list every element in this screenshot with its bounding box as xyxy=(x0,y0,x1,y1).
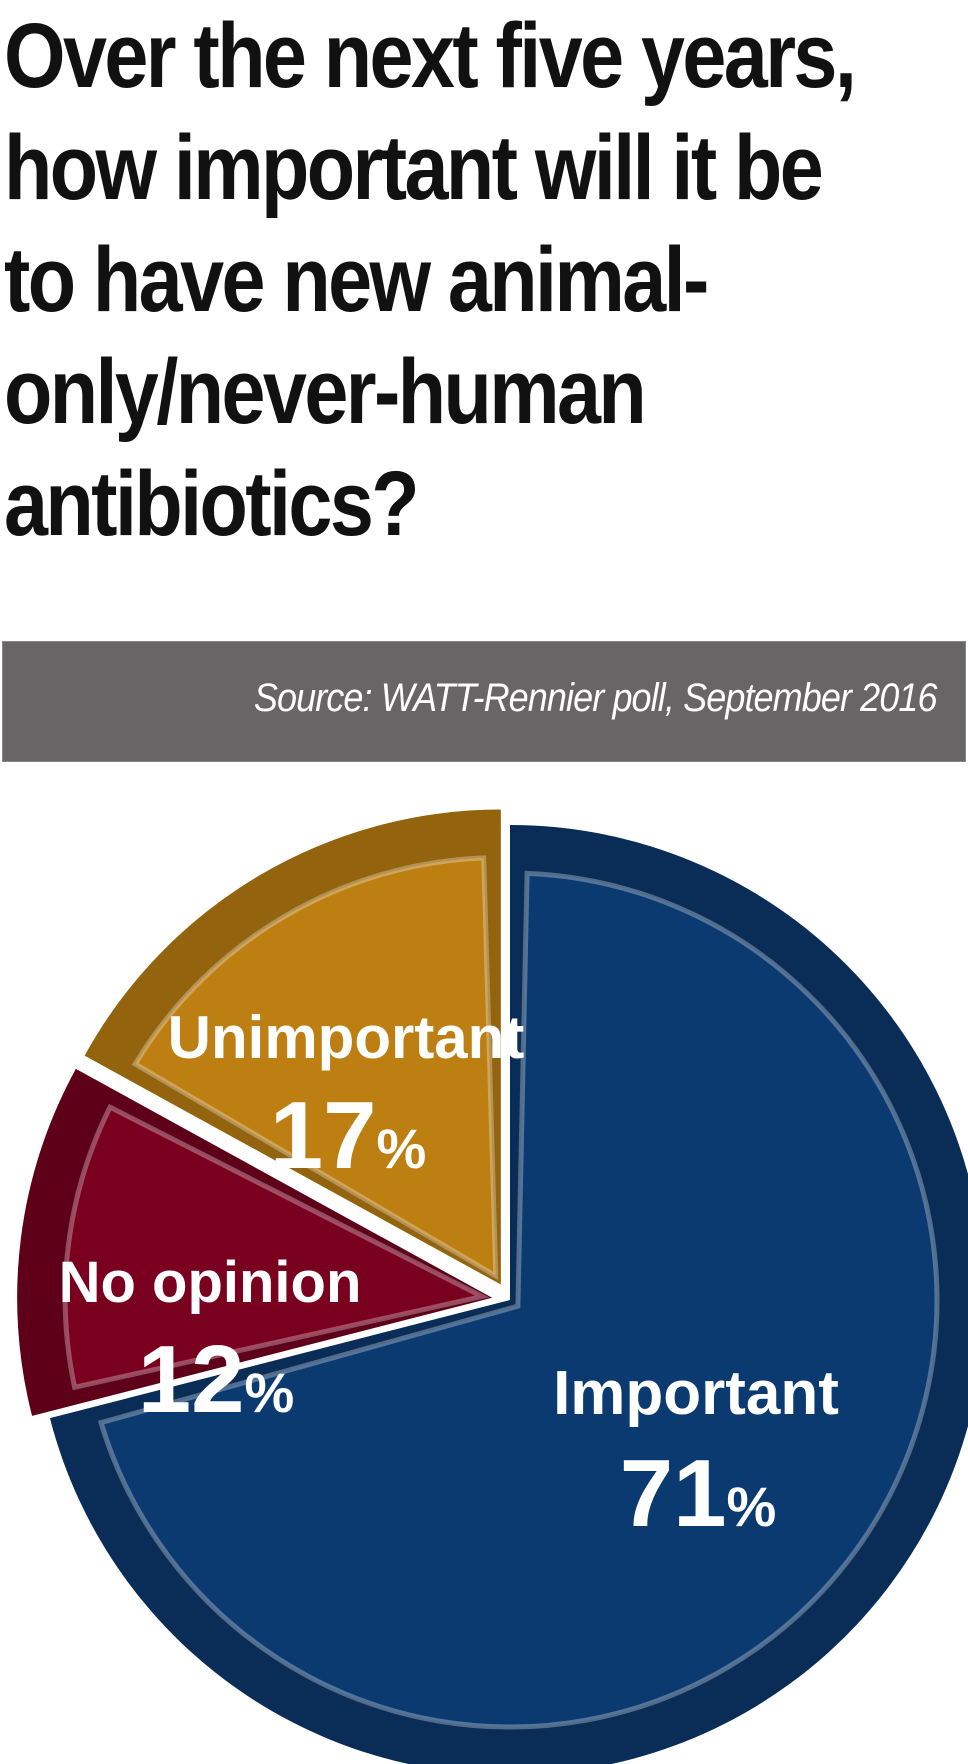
chart-title: Over the next five years, how important … xyxy=(4,0,968,560)
title-line: how important will it be xyxy=(4,117,824,219)
label-important: Important xyxy=(553,1359,839,1428)
title-line: Over the next five years, xyxy=(4,5,857,107)
value-important: 71% xyxy=(620,1440,777,1547)
source-banner: Source: WATT-Rennier poll, September 201… xyxy=(2,641,966,762)
pie-slice-face xyxy=(62,1103,490,1391)
title-line: to have new animal- xyxy=(4,229,709,331)
label-no-opinion: No opinion xyxy=(59,1250,362,1315)
label-unimportant: Unimportant xyxy=(168,1004,525,1071)
value-no-opinion: 12% xyxy=(138,1326,295,1433)
source-text: Source: WATT-Rennier poll, September 201… xyxy=(254,676,938,720)
title-line: only/never-human xyxy=(4,341,647,443)
pie-slice-face xyxy=(131,855,499,1281)
pie-slice-face xyxy=(97,870,940,1730)
value-unimportant: 17% xyxy=(270,1082,427,1189)
title-line: antibiotics? xyxy=(4,453,420,555)
